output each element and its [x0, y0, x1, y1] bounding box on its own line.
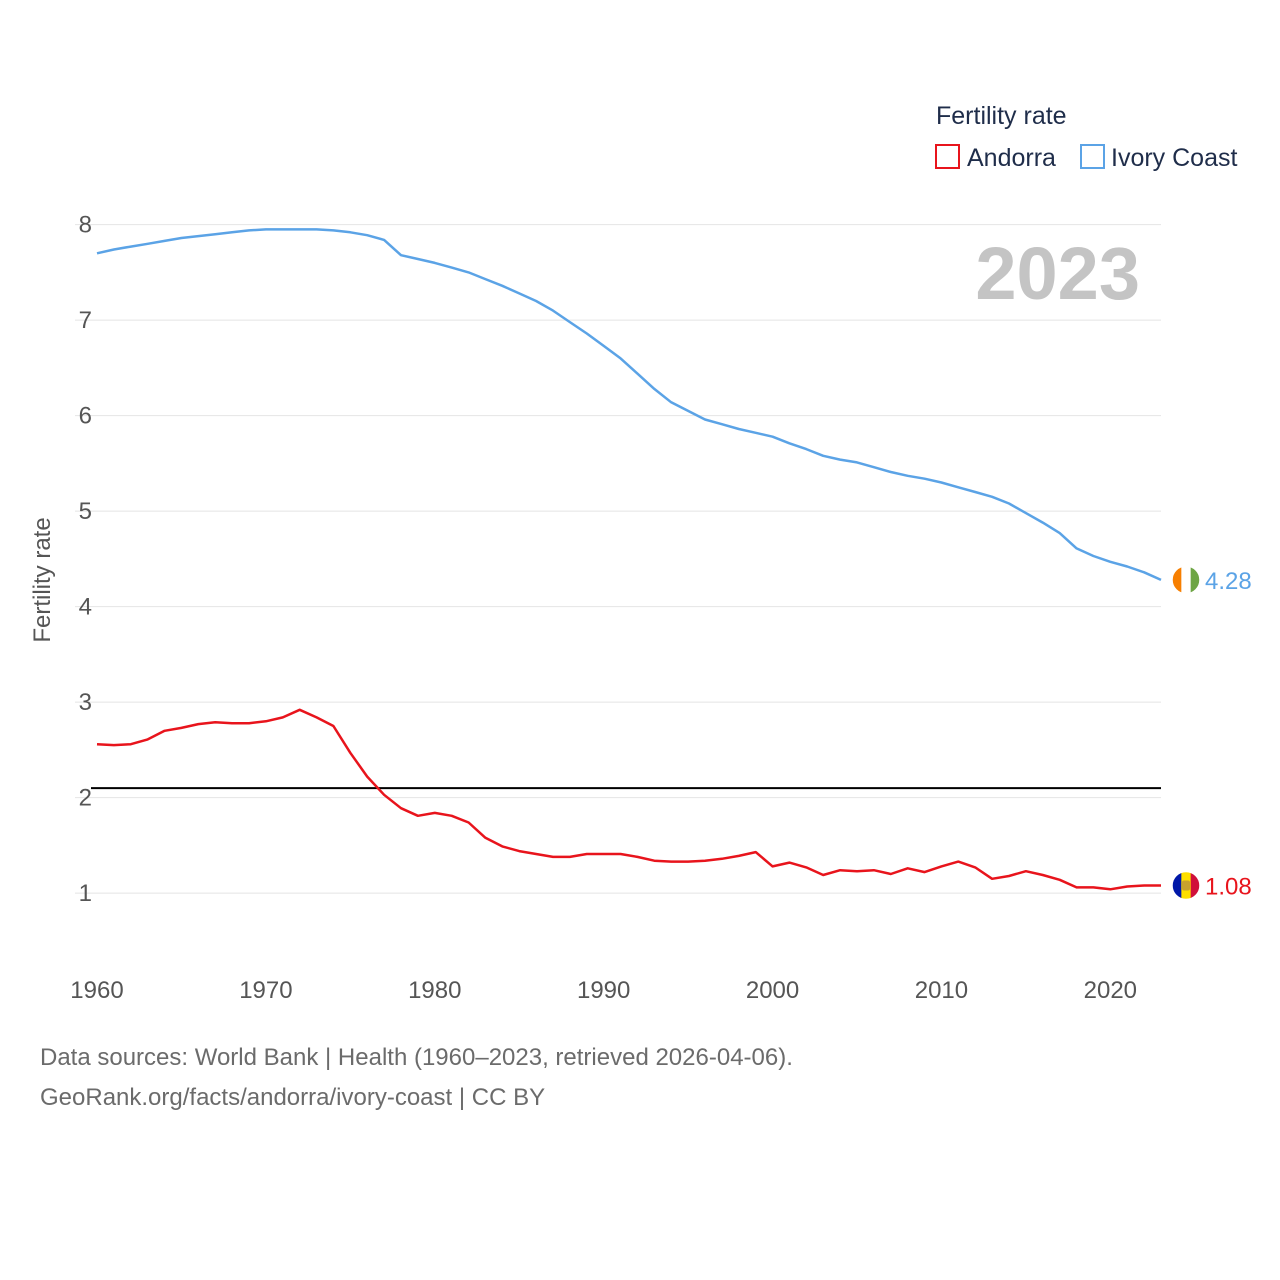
flag-icon-andorra: [1172, 871, 1200, 900]
x-tick-2010: 2010: [915, 977, 968, 1004]
x-tick-2000: 2000: [746, 977, 799, 1004]
series-line-andorra[interactable]: [96, 708, 1161, 891]
footer-attribution: GeoRank.org/facts/andorra/ivory-coast | …: [40, 1084, 546, 1111]
series-end-markers: 4.28 1.08: [1171, 565, 1252, 901]
fertility-chart: 1 2 3 4 5 6 7 8 1960 1970 1980 1990 2000 2010 2020 Fe…: [29, 102, 1252, 1004]
x-tick-1960: 1960: [70, 977, 123, 1004]
flag-icon-ivory-coast: [1172, 565, 1200, 594]
y-tick-4: 4: [79, 594, 92, 621]
end-value-andorra: 1.08: [1205, 874, 1252, 901]
legend-title: Fertility rate: [936, 102, 1067, 130]
y-tick-5: 5: [79, 498, 92, 525]
series-lines: [96, 228, 1162, 891]
footer-sources: Data sources: World Bank | Health (1960–…: [40, 1044, 793, 1071]
year-label: 2023: [975, 232, 1140, 315]
x-tick-1990: 1990: [577, 977, 630, 1004]
y-tick-labels: 1 2 3 4 5 6 7 8: [79, 212, 92, 908]
x-tick-1970: 1970: [239, 977, 292, 1004]
y-tick-8: 8: [79, 212, 92, 239]
y-tick-1: 1: [79, 880, 92, 907]
y-tick-3: 3: [79, 689, 92, 716]
end-value-ivory-coast: 4.28: [1205, 568, 1252, 595]
legend-label-andorra[interactable]: Andorra: [967, 144, 1056, 172]
x-tick-1980: 1980: [408, 977, 461, 1004]
y-tick-2: 2: [79, 785, 92, 812]
series-line-ivory-coast[interactable]: [96, 228, 1162, 582]
grid-lines: [75, 224, 1161, 894]
legend-swatch-ivory-coast[interactable]: [1080, 144, 1105, 169]
legend: Fertility rate Andorra Ivory Coast: [935, 102, 1237, 172]
y-tick-6: 6: [79, 403, 92, 430]
legend-label-ivory-coast[interactable]: Ivory Coast: [1111, 144, 1237, 172]
x-tick-2020: 2020: [1084, 977, 1137, 1004]
y-tick-7: 7: [79, 307, 92, 334]
y-axis-title: Fertility rate: [29, 517, 56, 642]
x-tick-labels: 1960 1970 1980 1990 2000 2010 2020: [70, 977, 1137, 1004]
legend-swatch-andorra[interactable]: [935, 144, 960, 169]
